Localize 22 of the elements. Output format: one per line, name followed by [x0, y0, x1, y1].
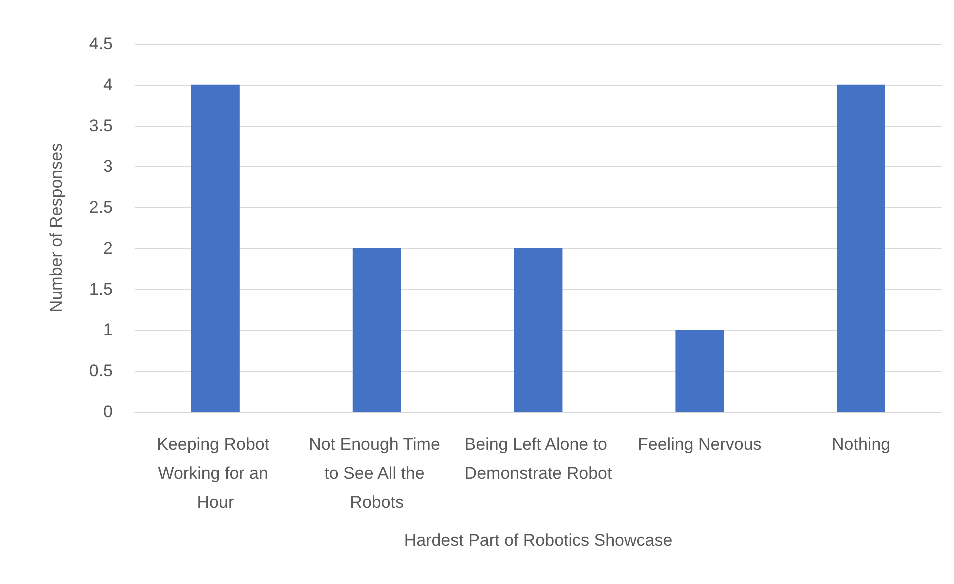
bar [837, 84, 886, 412]
y-tick-label: 3.5 [89, 116, 113, 136]
bar [514, 248, 563, 412]
x-tick-label: Being Left Alone to Demonstrate Robot [464, 435, 612, 483]
y-tick-label: 2.5 [89, 198, 113, 218]
bar [352, 248, 402, 412]
y-tick-label: 4.5 [89, 34, 113, 54]
y-tick-label: 1.5 [89, 280, 113, 299]
x-tick-label: Keeping Robot Working for an Hour [157, 435, 274, 512]
y-tick-label: 0 [104, 402, 113, 422]
y-tick-label: 4 [104, 75, 113, 94]
y-tick-label: 0.5 [89, 362, 113, 381]
x-tick-label: Feeling Nervous [638, 435, 762, 454]
y-tick-label: 3 [104, 157, 113, 176]
y-tick-label: 2 [104, 238, 113, 258]
x-axis-title: Hardest Part of Robotics Showcase [404, 531, 673, 550]
x-tick-label: Nothing [832, 435, 891, 454]
y-tick-label: 1 [104, 320, 113, 340]
bar [676, 330, 724, 412]
y-axis-title: Number of Responses [47, 143, 66, 313]
x-tick-label: Not Enough Time to See All the Robots [309, 435, 446, 512]
bar [191, 84, 240, 412]
